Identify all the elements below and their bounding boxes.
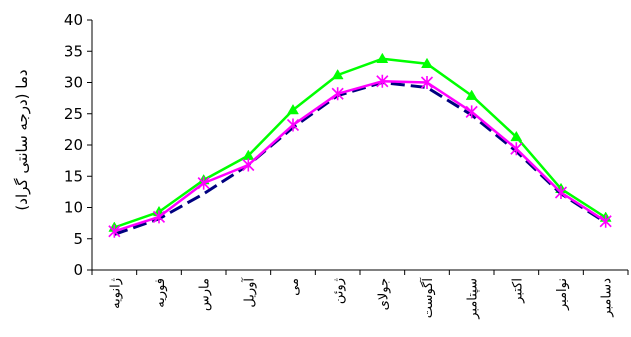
series-3-line — [113, 80, 607, 233]
series-1-point — [510, 130, 523, 142]
y-tick-label: 10 — [64, 199, 83, 217]
series-3-point — [197, 176, 210, 190]
series-3-point — [554, 186, 568, 199]
x-tick-label: ژانویه — [108, 278, 123, 309]
series-3-point — [108, 224, 121, 238]
y-tick-label: 20 — [64, 136, 83, 154]
x-tick-label: مارس — [198, 278, 213, 311]
y-tick-label: 40 — [64, 11, 83, 29]
series-3-point — [420, 76, 434, 89]
x-tick-label: نوامبر — [555, 278, 570, 311]
x-tick-label: آوریل — [240, 277, 257, 308]
series-1-point — [465, 89, 478, 100]
x-tick-label: آگوست — [419, 277, 436, 319]
series-1-point — [421, 57, 433, 68]
x-tick-label: فوریه — [153, 278, 168, 308]
x-tick-label: سپتامبر — [466, 278, 481, 320]
y-axis-label: دما (درجه سانتی گراد) — [13, 69, 31, 211]
y-tick-label: 30 — [64, 74, 83, 92]
series-1-point — [331, 69, 344, 80]
series-3-point — [465, 105, 478, 119]
x-tick-label: دسامبر — [600, 278, 615, 318]
x-tick-label: ژوئن — [332, 278, 347, 304]
series-1-point — [287, 104, 299, 115]
y-tick-label: 15 — [64, 167, 83, 185]
series-2-line — [113, 81, 607, 236]
series-3-point — [376, 74, 389, 88]
y-tick-label: 25 — [64, 105, 83, 123]
x-tick-label: اکتبر — [510, 278, 525, 304]
series-3-point — [286, 118, 300, 132]
series-3-point — [599, 214, 612, 228]
x-tick-label: می — [287, 278, 302, 296]
series-3-point — [510, 142, 523, 156]
x-tick-label: جولای — [376, 278, 391, 310]
series-3-point — [152, 210, 166, 224]
series-1-point — [376, 52, 389, 63]
y-tick-label: 35 — [64, 42, 83, 60]
y-tick-label: 5 — [73, 230, 83, 248]
y-tick-label: 0 — [73, 261, 83, 279]
series-1-line — [113, 57, 607, 229]
y-axis-label-wrap: دما (درجه سانتی گراد) — [2, 25, 42, 255]
series-3-point — [242, 158, 255, 172]
series-3-point — [331, 87, 344, 101]
